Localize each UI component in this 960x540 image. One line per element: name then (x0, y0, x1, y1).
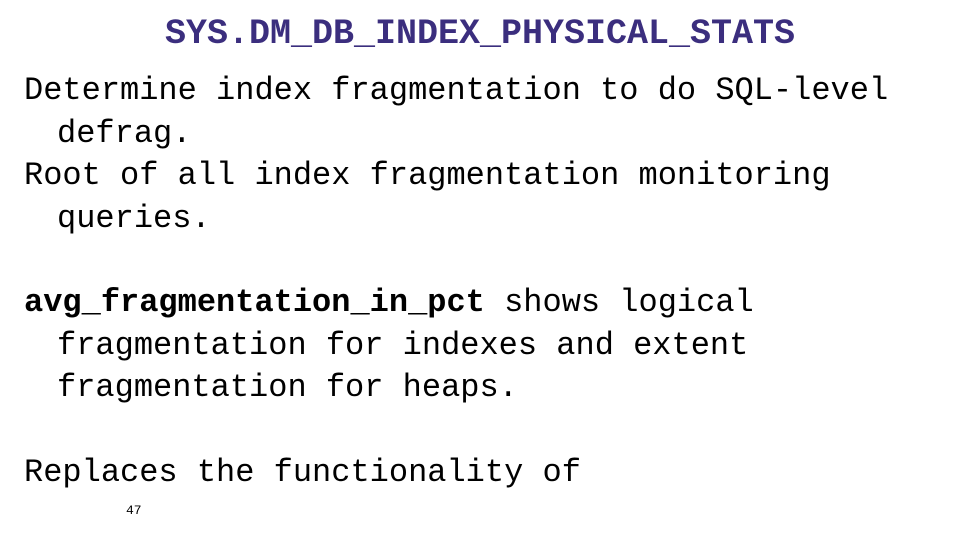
page-number: 47 (126, 503, 142, 518)
paragraph-4: Replaces the functionality of (24, 452, 936, 495)
bold-term: avg_fragmentation_in_pct (24, 284, 485, 321)
slide: SYS.DM_DB_INDEX_PHYSICAL_STATS Determine… (0, 0, 960, 540)
paragraph-3: avg_fragmentation_in_pct shows logical f… (24, 282, 936, 410)
spacer (24, 410, 936, 452)
slide-title: SYS.DM_DB_INDEX_PHYSICAL_STATS (0, 14, 960, 54)
paragraph-1: Determine index fragmentation to do SQL-… (24, 70, 936, 155)
spacer (24, 240, 936, 282)
slide-body: Determine index fragmentation to do SQL-… (24, 70, 936, 494)
paragraph-2: Root of all index fragmentation monitori… (24, 155, 936, 240)
